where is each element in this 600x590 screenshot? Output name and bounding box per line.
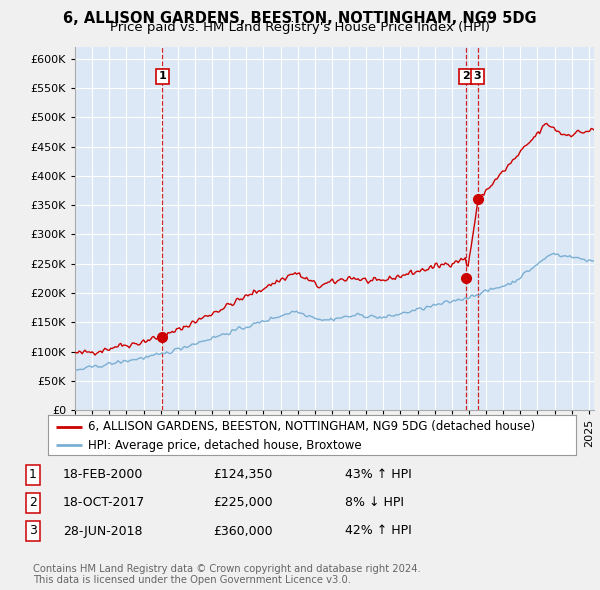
Text: 28-JUN-2018: 28-JUN-2018 bbox=[63, 525, 143, 537]
Text: 1: 1 bbox=[29, 468, 37, 481]
Text: £124,350: £124,350 bbox=[213, 468, 272, 481]
Text: 43% ↑ HPI: 43% ↑ HPI bbox=[345, 468, 412, 481]
Text: 8% ↓ HPI: 8% ↓ HPI bbox=[345, 496, 404, 509]
Text: Contains HM Land Registry data © Crown copyright and database right 2024.
This d: Contains HM Land Registry data © Crown c… bbox=[33, 563, 421, 585]
Text: HPI: Average price, detached house, Broxtowe: HPI: Average price, detached house, Brox… bbox=[88, 439, 361, 452]
Text: 6, ALLISON GARDENS, BEESTON, NOTTINGHAM, NG9 5DG: 6, ALLISON GARDENS, BEESTON, NOTTINGHAM,… bbox=[63, 11, 537, 25]
Text: 1: 1 bbox=[158, 71, 166, 81]
Text: 42% ↑ HPI: 42% ↑ HPI bbox=[345, 525, 412, 537]
Text: 3: 3 bbox=[29, 525, 37, 537]
Text: 3: 3 bbox=[474, 71, 481, 81]
Text: £225,000: £225,000 bbox=[213, 496, 272, 509]
Text: 18-OCT-2017: 18-OCT-2017 bbox=[63, 496, 145, 509]
Text: 6, ALLISON GARDENS, BEESTON, NOTTINGHAM, NG9 5DG (detached house): 6, ALLISON GARDENS, BEESTON, NOTTINGHAM,… bbox=[88, 420, 535, 433]
Text: 18-FEB-2000: 18-FEB-2000 bbox=[63, 468, 143, 481]
Text: Price paid vs. HM Land Registry's House Price Index (HPI): Price paid vs. HM Land Registry's House … bbox=[110, 21, 490, 34]
Text: 2: 2 bbox=[461, 71, 469, 81]
Text: 2: 2 bbox=[29, 496, 37, 509]
Text: £360,000: £360,000 bbox=[213, 525, 272, 537]
